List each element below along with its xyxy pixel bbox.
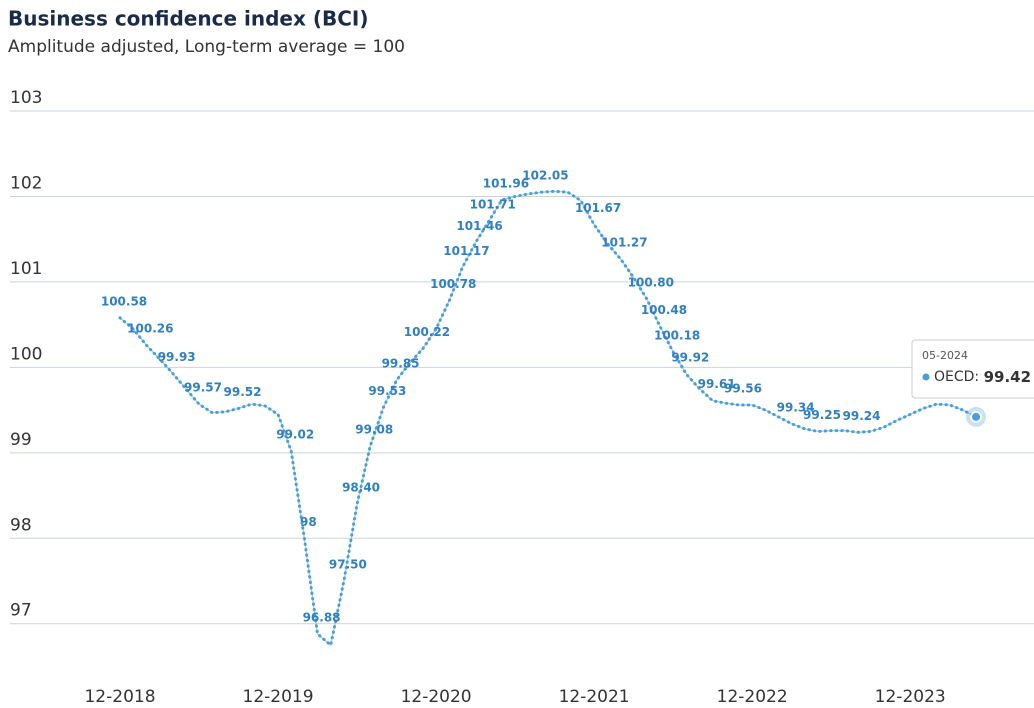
data-label: 99.53 — [368, 384, 406, 398]
tooltip-value: 99.42 — [984, 368, 1031, 386]
data-label: 98.40 — [342, 481, 380, 495]
data-label: 99.52 — [224, 385, 262, 399]
data-label: 101.17 — [443, 244, 489, 258]
tooltip-text: OECD: 99.42 — [934, 368, 1031, 386]
tooltip-dot — [922, 373, 930, 381]
data-label: 100.48 — [641, 303, 687, 317]
x-tick-label: 12-2020 — [401, 687, 472, 707]
tooltip-box — [911, 339, 1034, 399]
x-tick-label: 12-2022 — [717, 687, 788, 707]
data-label: 99.25 — [803, 408, 841, 422]
x-tick-label: 12-2023 — [875, 687, 946, 707]
chart-title: Business confidence index (BCI) — [8, 7, 368, 31]
y-tick-label: 102 — [10, 173, 42, 193]
data-label: 100.18 — [654, 328, 700, 342]
data-label: 99.61 — [698, 377, 736, 391]
data-label: 99.85 — [382, 357, 420, 371]
data-label: 99.56 — [724, 381, 762, 395]
data-label: 101.71 — [470, 198, 516, 212]
data-label: 99.93 — [158, 350, 196, 364]
data-label: 97.50 — [329, 558, 367, 572]
y-tick-label: 100 — [10, 344, 42, 364]
data-label: 99.02 — [276, 428, 314, 442]
y-tick-label: 98 — [10, 515, 32, 535]
data-label: 101.46 — [456, 219, 502, 233]
data-label: 99.34 — [777, 400, 815, 414]
tooltip: 05-2024 OECD: 99.42 — [911, 339, 1034, 399]
tooltip-date: 05-2024 — [922, 349, 968, 362]
x-tick-label: 12-2019 — [243, 687, 314, 707]
data-label: 100.58 — [101, 294, 147, 308]
highlight-point — [970, 410, 983, 423]
data-label: 100.80 — [628, 276, 674, 290]
data-label: 101.96 — [483, 176, 529, 190]
x-tick-label: 12-2021 — [559, 687, 630, 707]
data-label: 100.26 — [127, 322, 173, 336]
data-label: 98 — [300, 515, 317, 529]
data-label: 99.24 — [843, 409, 881, 423]
data-label: 99.92 — [671, 351, 709, 365]
data-label: 99.57 — [184, 381, 222, 395]
data-label: 100.78 — [430, 277, 476, 291]
y-tick-label: 101 — [10, 259, 42, 279]
data-label: 96.88 — [303, 610, 341, 624]
tooltip-sep: : — [974, 369, 983, 385]
y-tick-label: 103 — [10, 88, 42, 108]
data-label: 99.08 — [355, 422, 393, 436]
data-label: 100.22 — [404, 325, 450, 339]
chart-subtitle: Amplitude adjusted, Long-term average = … — [8, 37, 405, 57]
y-tick-label: 97 — [10, 601, 32, 621]
tooltip-series: OECD — [934, 369, 974, 385]
data-label: 101.27 — [601, 235, 647, 249]
data-line-faint — [119, 190, 977, 647]
y-tick-label: 99 — [10, 430, 32, 450]
x-tick-label: 12-2018 — [84, 687, 155, 707]
data-label: 102.05 — [522, 169, 568, 183]
data-label: 101.67 — [575, 201, 621, 215]
